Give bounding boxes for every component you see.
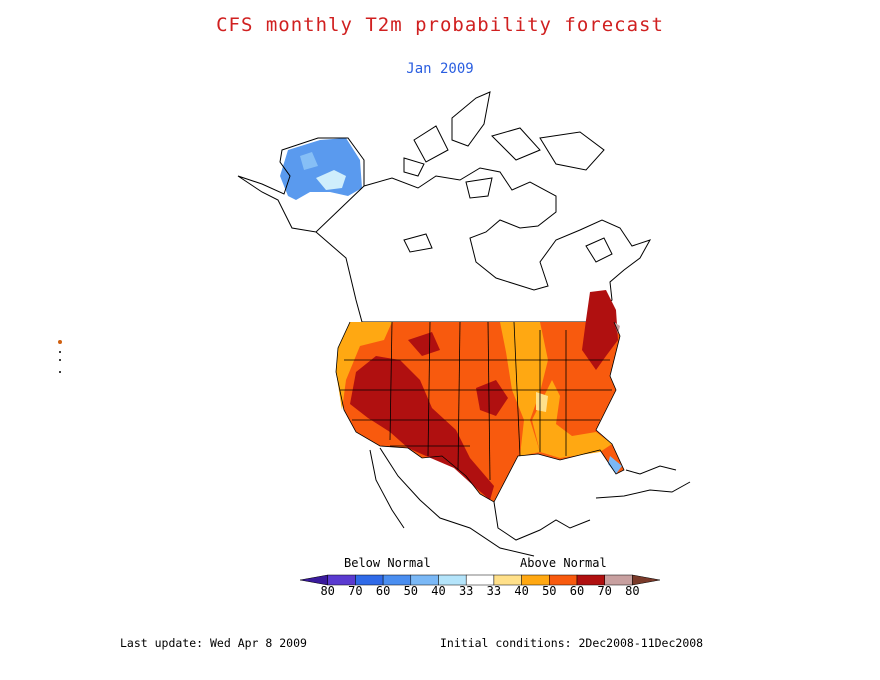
legend-below-normal-label: Below Normal	[344, 556, 431, 570]
legend-tick-label: 40	[514, 584, 529, 598]
alaska-below-normal-region	[280, 138, 362, 200]
canada-outline	[362, 91, 652, 323]
us-probability-fill	[336, 290, 624, 502]
legend-tick-label: 80	[625, 584, 640, 598]
map-subtitle: Jan 2009	[406, 61, 474, 77]
left-edge-marker	[58, 340, 62, 373]
legend-colorbar	[300, 574, 660, 586]
map-title: CFS monthly T2m probability forecast	[216, 14, 664, 36]
legend-tick-label: 50	[542, 584, 557, 598]
legend-tick-label: 33	[486, 584, 502, 598]
legend-above-normal-label: Above Normal	[520, 556, 607, 570]
legend-tick-label: 60	[375, 584, 391, 598]
legend-tick-label: 60	[569, 584, 585, 598]
mexico-outline	[369, 447, 691, 557]
initial-conditions-text: Initial conditions: 2Dec2008-11Dec2008	[440, 636, 704, 650]
legend-tick-label: 50	[403, 584, 419, 598]
us-state-boundaries	[335, 321, 625, 503]
legend-tick-label: 70	[597, 584, 612, 598]
legend-tick-label: 80	[320, 584, 335, 598]
legend-swatch	[632, 574, 660, 586]
alaska-outline	[237, 137, 365, 323]
legend-tick-label: 40	[431, 584, 446, 598]
legend-tick-label: 70	[348, 584, 363, 598]
legend-tick-label: 33	[458, 584, 474, 598]
last-update-text: Last update: Wed Apr 8 2009	[120, 636, 307, 650]
